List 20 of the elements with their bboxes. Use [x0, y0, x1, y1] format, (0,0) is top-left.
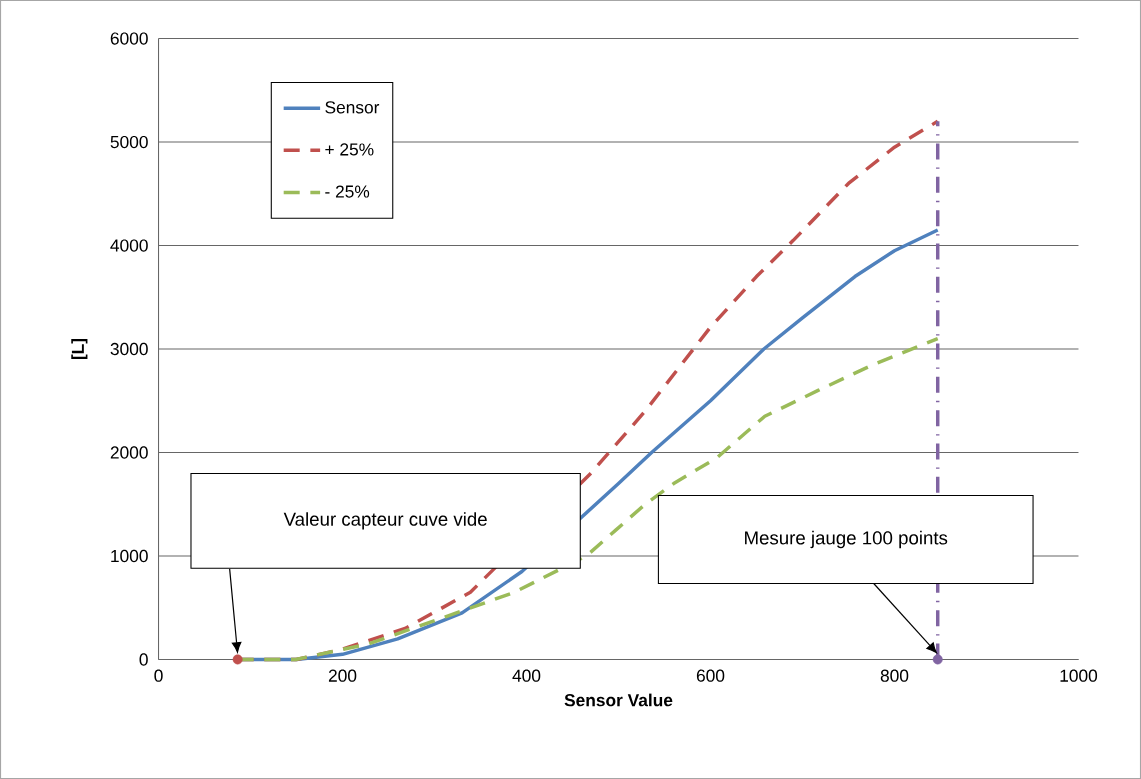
annotation: Mesure jauge 100 points [745, 530, 948, 549]
y-tick-label: 3000 [110, 342, 148, 356]
x-tick-label: 0 [154, 669, 163, 682]
y-tick-label: 4000 [110, 239, 148, 252]
x-axis-title: Sensor Value [564, 693, 673, 707]
y-tick-label: 2000 [110, 446, 148, 459]
y-tick-label: 5000 [110, 135, 148, 149]
legend-label: - 25% [325, 185, 370, 198]
x-tick-label: 400 [512, 669, 541, 682]
x-tick-label: 1000 [1060, 669, 1098, 682]
x-tick-label: 800 [880, 669, 909, 682]
legend-label: Sensor [325, 101, 380, 114]
legend-label: + 25% [325, 143, 374, 156]
x-tick-label: 600 [696, 669, 725, 682]
annotation: Valeur capteur cuve vide [283, 512, 487, 530]
x-tick-label: 200 [328, 669, 357, 682]
y-tick-label: 0 [139, 653, 148, 666]
y-axis-title: [L] [71, 338, 88, 360]
y-tick-label: 1000 [111, 549, 148, 563]
y-tick-label: 6000 [110, 32, 148, 45]
